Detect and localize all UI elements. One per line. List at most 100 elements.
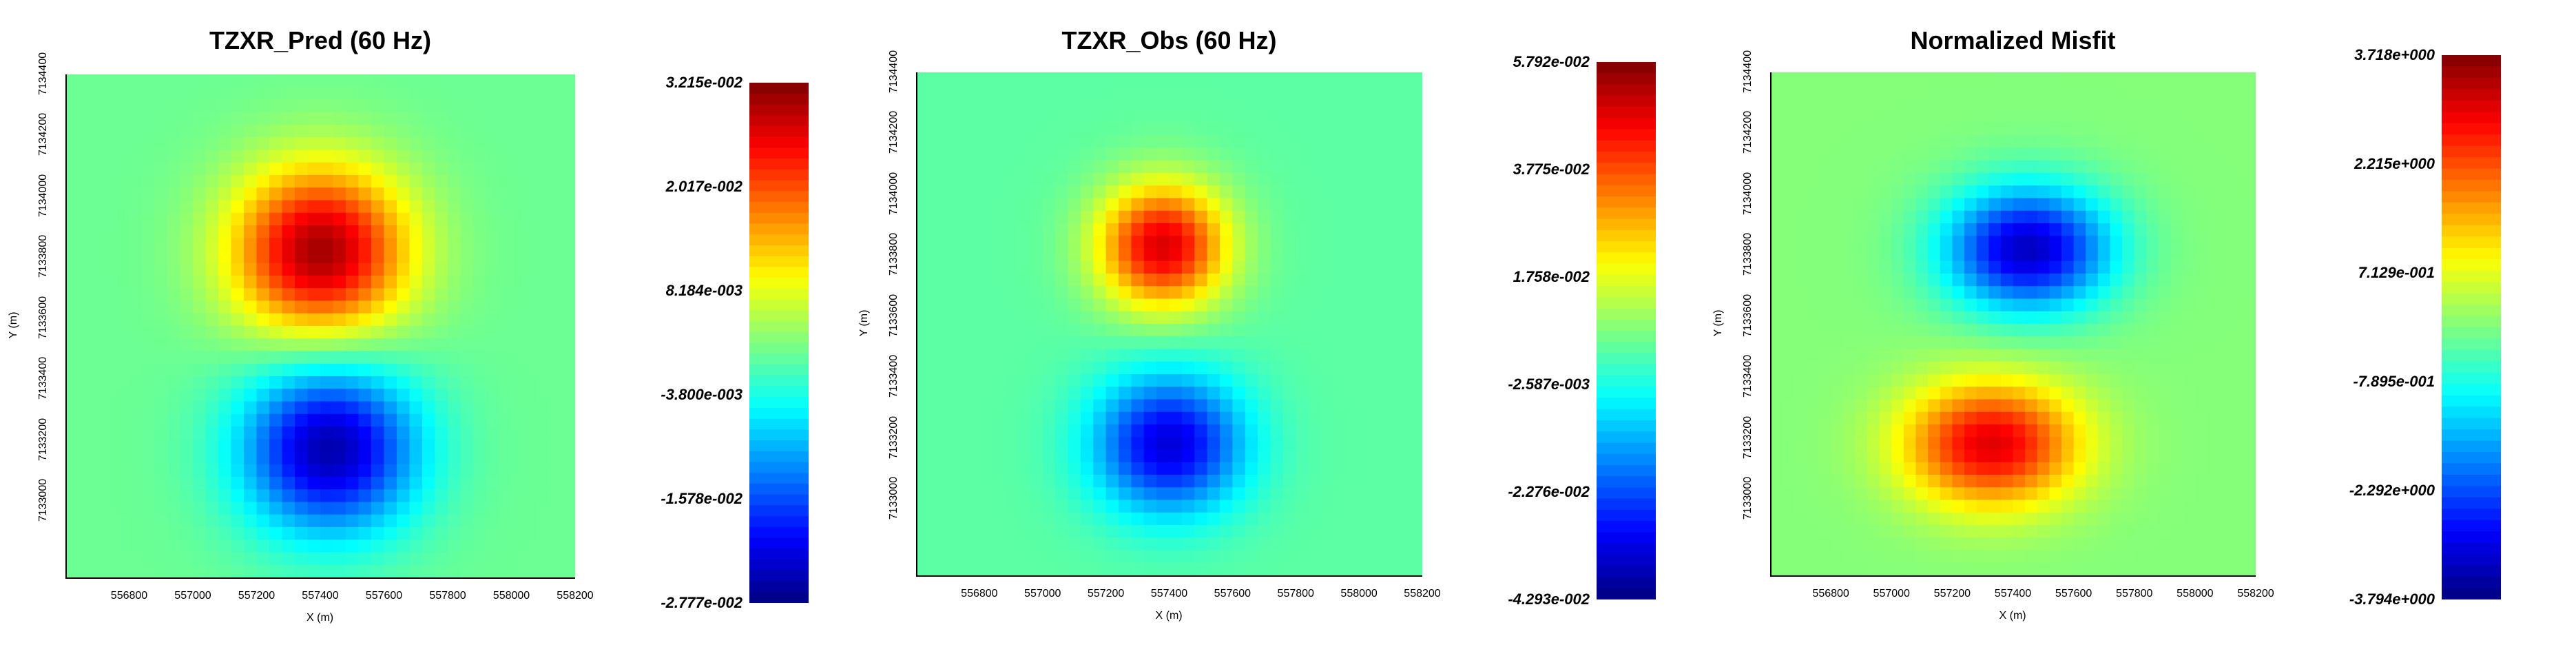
heatmap-cell: [928, 437, 942, 451]
colorbar-band: [1597, 196, 1656, 208]
heatmap-cell: [1194, 160, 1208, 174]
heatmap-cell: [1245, 537, 1258, 551]
heatmap-cell: [1988, 298, 2002, 312]
heatmap-cell: [1169, 248, 1183, 262]
heatmap-cell: [916, 274, 929, 287]
heatmap-cell: [1105, 512, 1119, 526]
heatmap-cell: [1181, 260, 1195, 274]
heatmap-cell: [2073, 173, 2086, 186]
heatmap-cell: [1245, 424, 1258, 438]
heatmap-cell: [1194, 562, 1208, 575]
heatmap-cell: [1891, 123, 1904, 136]
heatmap-cell: [205, 326, 219, 339]
heatmap-cell: [307, 212, 321, 226]
heatmap-cell: [486, 489, 499, 503]
heatmap-cell: [1119, 123, 1132, 136]
heatmap-cell: [1794, 286, 1807, 300]
heatmap-cell: [2061, 274, 2075, 287]
heatmap-cell: [1042, 311, 1056, 325]
heatmap-cell: [1964, 487, 1977, 501]
heatmap-cell: [473, 540, 487, 553]
heatmap-cell: [1818, 537, 1831, 551]
heatmap-cell: [1940, 336, 1953, 350]
heatmap-cell: [142, 238, 156, 252]
heatmap-cell: [2061, 236, 2075, 249]
heatmap-cell: [1976, 324, 1989, 337]
heatmap-cell: [2049, 286, 2062, 300]
heatmap-cell: [1245, 525, 1258, 538]
heatmap-cell: [358, 137, 372, 151]
heatmap-cell: [2146, 361, 2159, 375]
heatmap-cell: [1119, 311, 1132, 325]
heatmap-cell: [1831, 324, 1844, 337]
heatmap-cell: [1181, 475, 1195, 488]
heatmap-cell: [129, 401, 143, 415]
heatmap-cell: [346, 540, 360, 553]
heatmap-cell: [1080, 85, 1094, 99]
heatmap-cell: [129, 150, 143, 163]
heatmap-cell: [1782, 123, 1795, 136]
heatmap-cell: [2231, 487, 2244, 501]
heatmap-cell: [2159, 475, 2172, 488]
heatmap-cell: [2049, 147, 2062, 161]
heatmap-cell: [2159, 123, 2172, 136]
heatmap-cell: [537, 540, 550, 553]
heatmap-cell: [1194, 399, 1208, 413]
heatmap-cell: [448, 87, 461, 101]
heatmap-cell: [499, 413, 512, 427]
heatmap-cell: [409, 87, 423, 101]
heatmap-cell: [1397, 260, 1411, 274]
heatmap-cell: [103, 401, 117, 415]
heatmap-cell: [550, 326, 563, 339]
heatmap-cell: [103, 238, 117, 252]
heatmap-cell: [371, 427, 385, 440]
heatmap-cell: [916, 298, 929, 312]
heatmap-cell: [537, 363, 550, 377]
heatmap-cell: [269, 99, 283, 113]
heatmap-cell: [78, 87, 92, 101]
heatmap-cell: [1169, 336, 1183, 350]
heatmap-cell: [1928, 374, 1941, 387]
heatmap-cell: [1181, 85, 1195, 99]
heatmap-cell: [154, 263, 168, 276]
heatmap-cell: [2231, 512, 2244, 526]
heatmap-cell: [2013, 349, 2026, 362]
heatmap-cell: [1384, 123, 1398, 136]
heatmap-cell: [307, 238, 321, 252]
heatmap-cell: [422, 187, 436, 201]
heatmap-cell: [499, 112, 512, 125]
heatmap-cell: [1131, 562, 1145, 575]
heatmap-cell: [2207, 123, 2220, 136]
heatmap-cell: [1296, 236, 1309, 249]
heatmap-cell: [550, 413, 563, 427]
heatmap-cell: [473, 564, 487, 577]
heatmap-cell: [1988, 374, 2002, 387]
heatmap-cell: [941, 324, 955, 337]
heatmap-cell: [1988, 462, 2002, 475]
heatmap-cell: [1818, 248, 1831, 262]
heatmap-cell: [307, 502, 321, 515]
heatmap-cell: [1143, 173, 1157, 186]
heatmap-cell: [333, 464, 346, 478]
heatmap-cell: [1831, 361, 1844, 375]
heatmap-cell: [524, 540, 538, 553]
heatmap-cell: [1397, 487, 1411, 501]
heatmap-cell: [2170, 123, 2183, 136]
heatmap-cell: [91, 351, 105, 365]
heatmap-cell: [154, 363, 168, 377]
heatmap-cell: [473, 74, 487, 88]
heatmap-cell: [1080, 387, 1094, 400]
heatmap-cell: [954, 198, 968, 212]
heatmap-cell: [1928, 274, 1941, 287]
heatmap-cell: [384, 288, 397, 302]
heatmap-cell: [1181, 223, 1195, 236]
heatmap-cell: [2146, 336, 2159, 350]
heatmap-cell: [1333, 223, 1347, 236]
heatmap-cell: [2159, 437, 2172, 451]
heatmap-cell: [78, 389, 92, 402]
colorbar-band: [1597, 510, 1656, 522]
heatmap-cell: [333, 427, 346, 440]
heatmap-cell: [460, 238, 474, 252]
heatmap-cell: [78, 99, 92, 113]
heatmap-cell: [307, 389, 321, 402]
